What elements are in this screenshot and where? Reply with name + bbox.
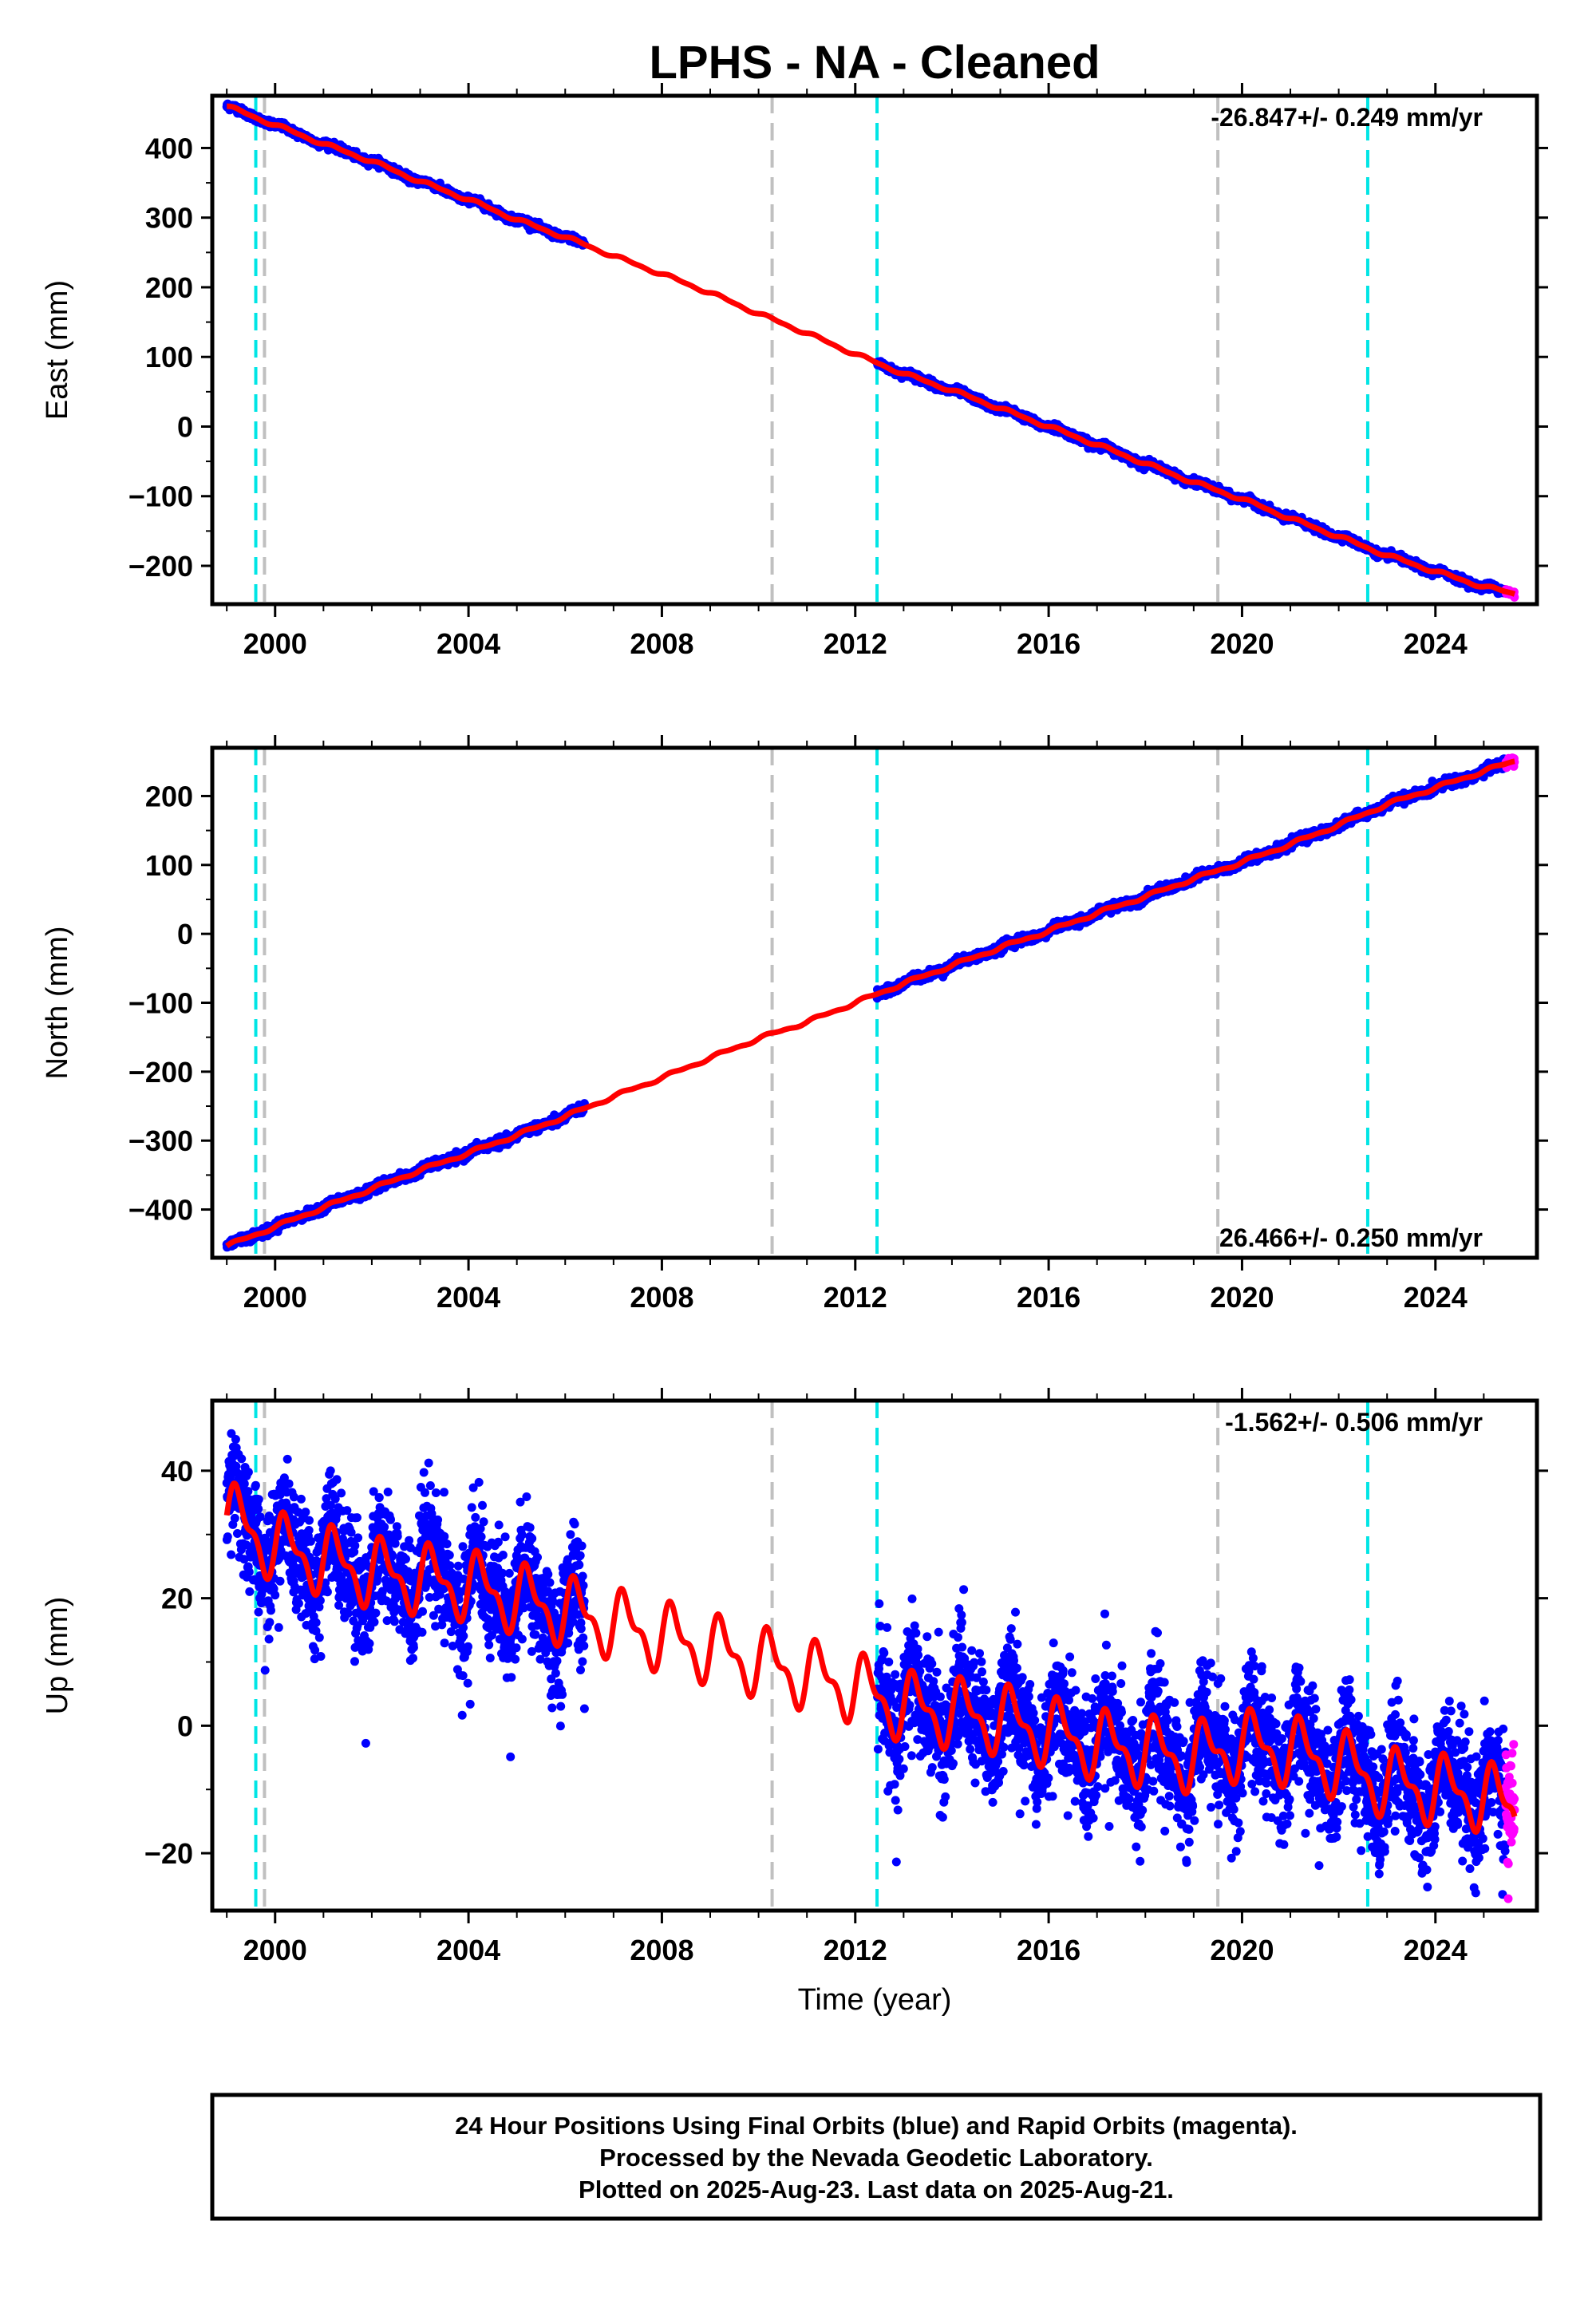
x-tick-label: 2012 (824, 627, 887, 660)
x-tick-label: 2000 (243, 627, 307, 660)
y-tick-label: 300 (145, 202, 193, 235)
x-tick-label: 2020 (1210, 627, 1274, 660)
north-plot-area (222, 748, 1519, 1258)
y-tick-label: 400 (145, 132, 193, 164)
y-tick-label: −200 (128, 550, 193, 583)
x-tick-label: 2004 (437, 627, 500, 660)
east-plot-area (222, 96, 1519, 604)
x-tick-label: 2008 (630, 627, 693, 660)
y-tick-label: 100 (145, 341, 193, 373)
velocity-annotation: -26.847+/- 0.249 mm/yr (1211, 103, 1483, 132)
chart-title: LPHS - NA - Cleaned (649, 37, 1100, 89)
east-panel: 400 300 200 100 0 −100 −200 2000 2004 2008 2012 201… (41, 83, 1548, 660)
x-tick-label: 2016 (1017, 627, 1080, 660)
model-fit-line (224, 103, 1517, 597)
x-tick-label: 2024 (1404, 627, 1468, 660)
y-tick-label: −100 (128, 480, 193, 513)
y-tick-label: 0 (177, 410, 193, 443)
y-axis-label: East (mm) (41, 280, 74, 420)
y-tick-label: 200 (145, 271, 193, 304)
